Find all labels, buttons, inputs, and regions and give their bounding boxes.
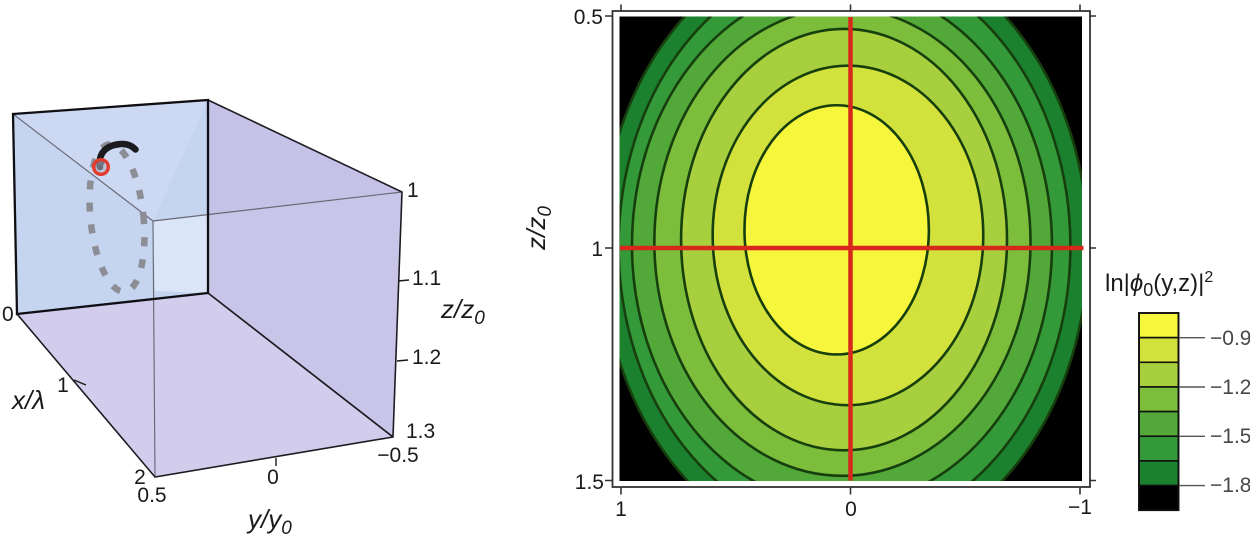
trajectory-solid-arc	[96, 140, 139, 171]
colorbar-tick-neg15: −1.5	[1210, 425, 1250, 448]
x-axis-label: x/λ	[10, 385, 45, 415]
trajectory	[86, 140, 148, 295]
colorbar-tick-neg18: −1.8	[1210, 474, 1250, 497]
colorbar-swatches	[1138, 312, 1180, 512]
x-axis-tick-0: 0	[2, 303, 14, 326]
blue-face-border	[11, 98, 210, 316]
contour-z-axis-label: z/z0	[521, 206, 556, 251]
z-axis-tick-mark-11	[397, 279, 410, 282]
colorbar-title: ln|ϕ0(y,z)|2	[1105, 269, 1213, 300]
x-axis-tick-1: 1	[57, 374, 69, 397]
frame-ticks-bottom	[620, 487, 1081, 495]
colorbar-legend: ln|ϕ0(y,z)|2 −0.9 −1.2 −1.5 −1.8	[1105, 269, 1250, 512]
z-axis-label: z/z0	[440, 294, 485, 329]
frame-ticks-right	[1090, 15, 1096, 482]
z-axis-tick-mark-12	[396, 359, 409, 362]
z-axis-tick-11: 1.1	[412, 267, 441, 290]
frame-ticks-top	[620, 4, 1081, 11]
panel-contour-plot: 0.5 1 1.5 z/z0 1 0 −1 ln|ϕ0(y,z)|2 −0.9 …	[521, 4, 1250, 521]
panel-3d-box: 0 1 x/λ 2 0.5 0 −0.5 y/y0 1 1.1 z/z0 1.2…	[2, 98, 485, 539]
colorbar-tick-neg09: −0.9	[1210, 327, 1250, 350]
trajectory-marker	[91, 157, 110, 176]
frame-ticks-left	[605, 15, 612, 482]
colorbar-tick-marks	[1179, 337, 1205, 487]
contour-y-tick-neg1: −1	[1068, 496, 1092, 519]
z-axis-tick-1: 1	[407, 179, 419, 202]
box-near-edges	[207, 292, 394, 438]
x-axis-tick-2: 2	[134, 466, 146, 489]
box-blue-face-upper	[13, 100, 208, 221]
y-axis-tick-0: 0	[267, 466, 279, 489]
y-axis-label: y/y0	[246, 504, 292, 539]
z-axis-tick-13: 1.3	[406, 420, 435, 443]
x-axis-tick-mark-1	[73, 379, 87, 386]
contour-z-tick-15: 1.5	[575, 471, 604, 494]
contour-z-tick-05: 0.5	[574, 6, 603, 29]
box-blue-face-inner	[153, 214, 208, 293]
z-axis-tick-12: 1.2	[412, 346, 441, 369]
contour-z-tick-1: 1	[591, 238, 603, 261]
crosshair-layer	[620, 17, 1084, 481]
contour-y-tick-1: 1	[615, 498, 627, 521]
contour-y-tick-0: 0	[845, 498, 857, 521]
y-axis-tick-neg05: −0.5	[377, 444, 418, 467]
y-axis-tick-05: 0.5	[137, 484, 166, 507]
plot-frame	[611, 10, 1091, 488]
contour-rings-layer	[619, 16, 1082, 481]
box-far-edges	[12, 113, 403, 478]
box-bottom-face	[17, 293, 393, 477]
colorbar-tick-neg12: −1.2	[1210, 376, 1250, 399]
